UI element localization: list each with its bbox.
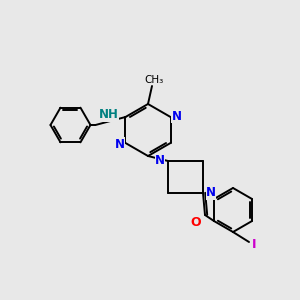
Text: N: N xyxy=(206,187,216,200)
Text: CH₃: CH₃ xyxy=(144,75,164,85)
Text: O: O xyxy=(191,215,201,229)
Text: NH: NH xyxy=(98,109,118,122)
Text: N: N xyxy=(115,137,124,151)
Text: N: N xyxy=(155,154,165,166)
Text: N: N xyxy=(172,110,182,122)
Text: I: I xyxy=(252,238,256,250)
